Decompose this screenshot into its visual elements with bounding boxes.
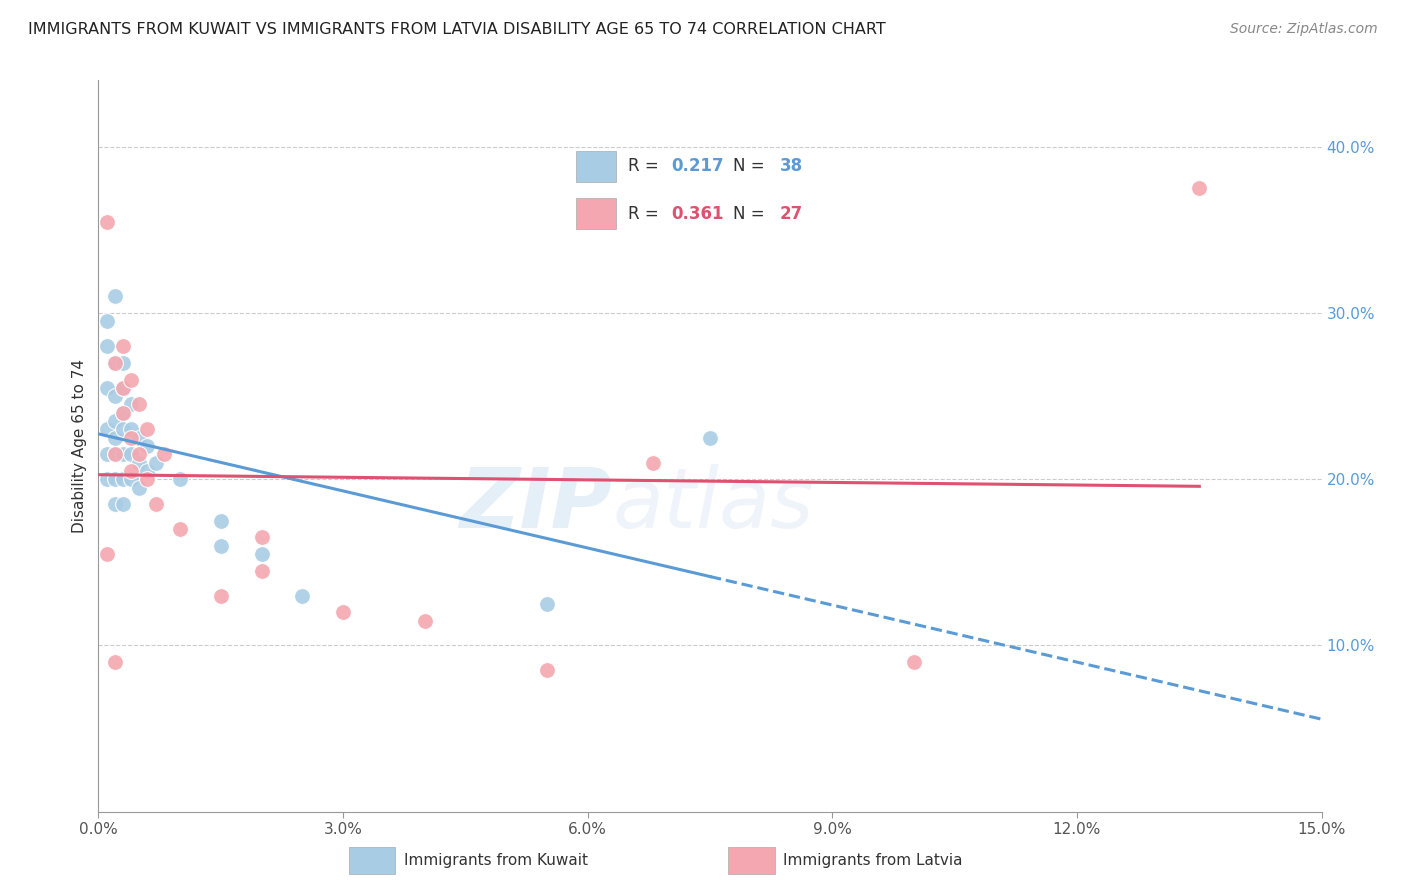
Point [96,339,118,353]
Point [169,522,191,536]
Point [209,539,232,553]
Point [120,422,142,436]
Point [96,447,118,461]
Point [104,414,127,428]
Point [128,397,150,411]
Point [136,464,159,478]
Point [104,447,127,461]
Point [145,456,167,470]
Point [96,214,118,228]
Point [536,597,558,611]
Point [120,464,142,478]
Point [250,564,273,578]
Point [104,472,127,486]
Point [111,447,134,461]
Text: R =: R = [628,204,664,222]
FancyBboxPatch shape [575,198,616,229]
Point [641,456,664,470]
Point [209,589,232,603]
Text: Immigrants from Latvia: Immigrants from Latvia [783,854,963,868]
Point [120,372,142,386]
Point [332,605,354,619]
Point [111,406,134,420]
Point [136,422,159,436]
Point [111,497,134,511]
Point [128,447,150,461]
Point [145,497,167,511]
Point [111,381,134,395]
Point [169,472,191,486]
Point [104,389,127,403]
Point [209,514,232,528]
Text: 27: 27 [780,204,803,222]
Point [120,472,142,486]
Point [903,655,925,669]
Text: 0.361: 0.361 [672,204,724,222]
Text: N =: N = [734,157,770,176]
Text: N =: N = [734,204,770,222]
FancyBboxPatch shape [349,847,395,874]
Point [111,406,134,420]
Point [413,614,436,628]
Point [699,431,721,445]
Point [111,356,134,370]
Point [111,381,134,395]
Point [128,456,150,470]
Point [104,655,127,669]
Text: Immigrants from Kuwait: Immigrants from Kuwait [404,854,588,868]
Point [96,472,118,486]
Point [111,472,134,486]
Point [136,472,159,486]
Point [111,339,134,353]
Point [104,431,127,445]
Point [96,381,118,395]
Point [104,289,127,303]
Point [1188,181,1211,195]
Point [120,447,142,461]
Point [128,431,150,445]
Point [128,481,150,495]
Point [291,589,314,603]
Point [104,447,127,461]
Point [104,497,127,511]
Point [120,397,142,411]
Text: 38: 38 [780,157,803,176]
FancyBboxPatch shape [728,847,775,874]
Point [111,422,134,436]
Point [250,547,273,561]
Y-axis label: Disability Age 65 to 74: Disability Age 65 to 74 [72,359,87,533]
Text: Source: ZipAtlas.com: Source: ZipAtlas.com [1230,22,1378,37]
Text: IMMIGRANTS FROM KUWAIT VS IMMIGRANTS FROM LATVIA DISABILITY AGE 65 TO 74 CORRELA: IMMIGRANTS FROM KUWAIT VS IMMIGRANTS FRO… [28,22,886,37]
Point [96,547,118,561]
Text: ZIP: ZIP [460,464,612,545]
Point [136,439,159,453]
Point [96,422,118,436]
Point [250,530,273,544]
Point [120,431,142,445]
Text: 0.217: 0.217 [672,157,724,176]
FancyBboxPatch shape [575,151,616,182]
Point [96,314,118,328]
Text: R =: R = [628,157,664,176]
Text: atlas: atlas [612,464,814,545]
Point [536,664,558,678]
Point [104,356,127,370]
Point [152,447,174,461]
Point [104,356,127,370]
